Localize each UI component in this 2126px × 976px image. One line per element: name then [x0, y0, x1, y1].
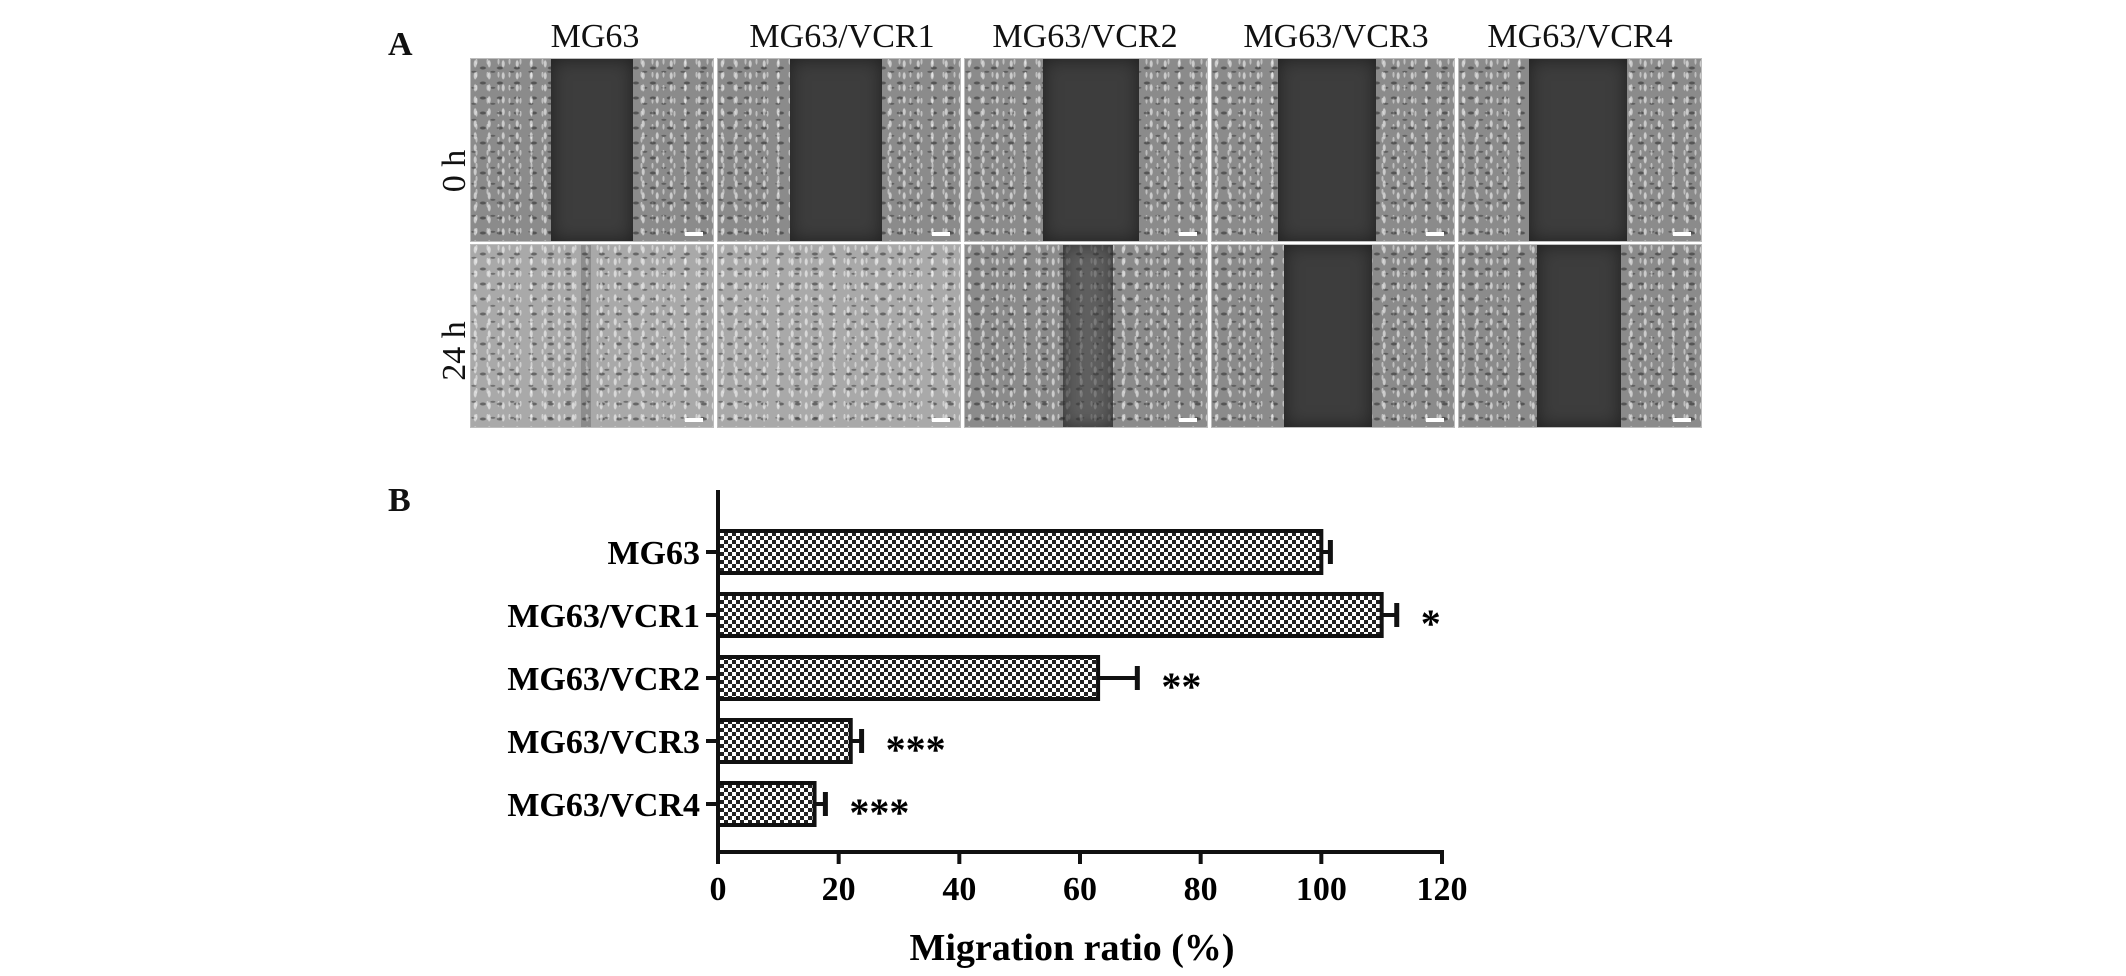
column-title-mg63: MG63 [550, 18, 640, 55]
significance-1: * [1421, 601, 1441, 646]
category-label-0: MG63 [607, 535, 700, 572]
x-tick-label-2: 40 [942, 871, 976, 908]
micrograph-vcr4-0h [1458, 58, 1702, 242]
micrograph-vcr2-0h [964, 58, 1208, 242]
category-label-3: MG63/VCR3 [507, 724, 700, 761]
category-label-4: MG63/VCR4 [507, 787, 700, 824]
micrograph-mg63-0h [470, 58, 714, 242]
significance-2: ** [1161, 664, 1201, 709]
column-title-vcr2: MG63/VCR2 [992, 18, 1178, 55]
bar-0 [716, 529, 1324, 575]
micrograph-vcr1-0h [717, 58, 961, 242]
x-axis-label: Migration ratio (%) [909, 927, 1234, 969]
bar-4 [716, 781, 817, 827]
bar-1 [716, 592, 1384, 638]
x-tick-label-4: 80 [1184, 871, 1218, 908]
x-tick-label-0: 0 [710, 871, 727, 908]
x-tick-label-6: 120 [1417, 871, 1468, 908]
micrograph-vcr3-24h [1211, 244, 1455, 428]
micrograph-vcr2-24h [964, 244, 1208, 428]
micrograph-mg63-24h [470, 244, 714, 428]
x-tick-label-1: 20 [822, 871, 856, 908]
plot-area: 0 20 40 60 80 100 120 MG63 MG63/VCR1 * MG63/VCR2 **… [507, 490, 1468, 908]
micrograph-vcr3-0h [1211, 58, 1455, 242]
x-tick-label-5: 100 [1296, 871, 1347, 908]
micrograph-vcr4-24h [1458, 244, 1702, 428]
significance-3: *** [886, 727, 946, 772]
panel-a-label: A [388, 26, 413, 63]
bar-2 [716, 655, 1101, 701]
category-label-1: MG63/VCR1 [507, 598, 700, 635]
column-title-vcr1: MG63/VCR1 [749, 18, 935, 55]
column-title-vcr3: MG63/VCR3 [1243, 18, 1429, 55]
panel-b-label: B [388, 482, 411, 519]
significance-4: *** [849, 790, 909, 835]
bar-3 [716, 718, 853, 764]
micrograph-vcr1-24h [717, 244, 961, 428]
category-label-2: MG63/VCR2 [507, 661, 700, 698]
column-title-vcr4: MG63/VCR4 [1487, 18, 1673, 55]
x-tick-label-3: 60 [1063, 871, 1097, 908]
